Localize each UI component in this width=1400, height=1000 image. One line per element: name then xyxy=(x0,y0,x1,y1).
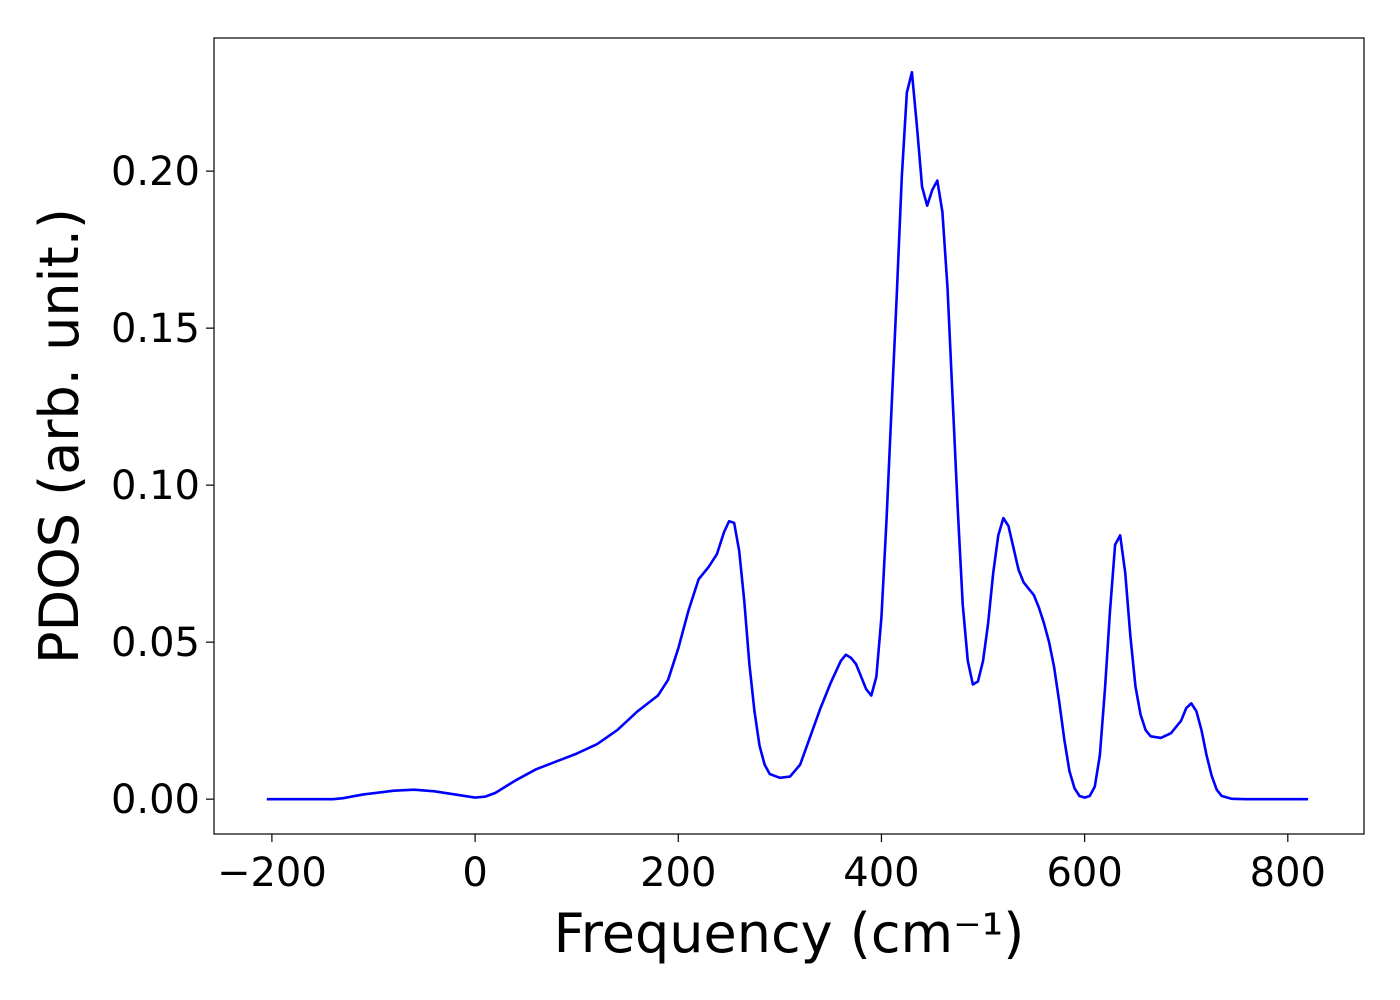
x-tick-label: −200 xyxy=(217,850,327,896)
x-tick-label: 600 xyxy=(1046,850,1122,896)
x-tick-label: 0 xyxy=(462,850,487,896)
y-tick-label: 0.10 xyxy=(111,463,200,509)
y-tick-label: 0.00 xyxy=(111,777,200,823)
x-axis-label: Frequency (cm⁻¹) xyxy=(554,902,1025,965)
x-tick-label: 400 xyxy=(843,850,919,896)
y-tick-label: 0.05 xyxy=(111,620,200,666)
pdos-line xyxy=(266,70,1309,801)
y-axis-label: PDOS (arb. unit.) xyxy=(28,208,91,664)
x-tick-label: 800 xyxy=(1250,850,1326,896)
y-tick-label: 0.15 xyxy=(111,306,200,352)
x-tick-label: 200 xyxy=(640,850,716,896)
plot-frame xyxy=(213,37,1365,835)
y-tick-label: 0.20 xyxy=(111,149,200,195)
